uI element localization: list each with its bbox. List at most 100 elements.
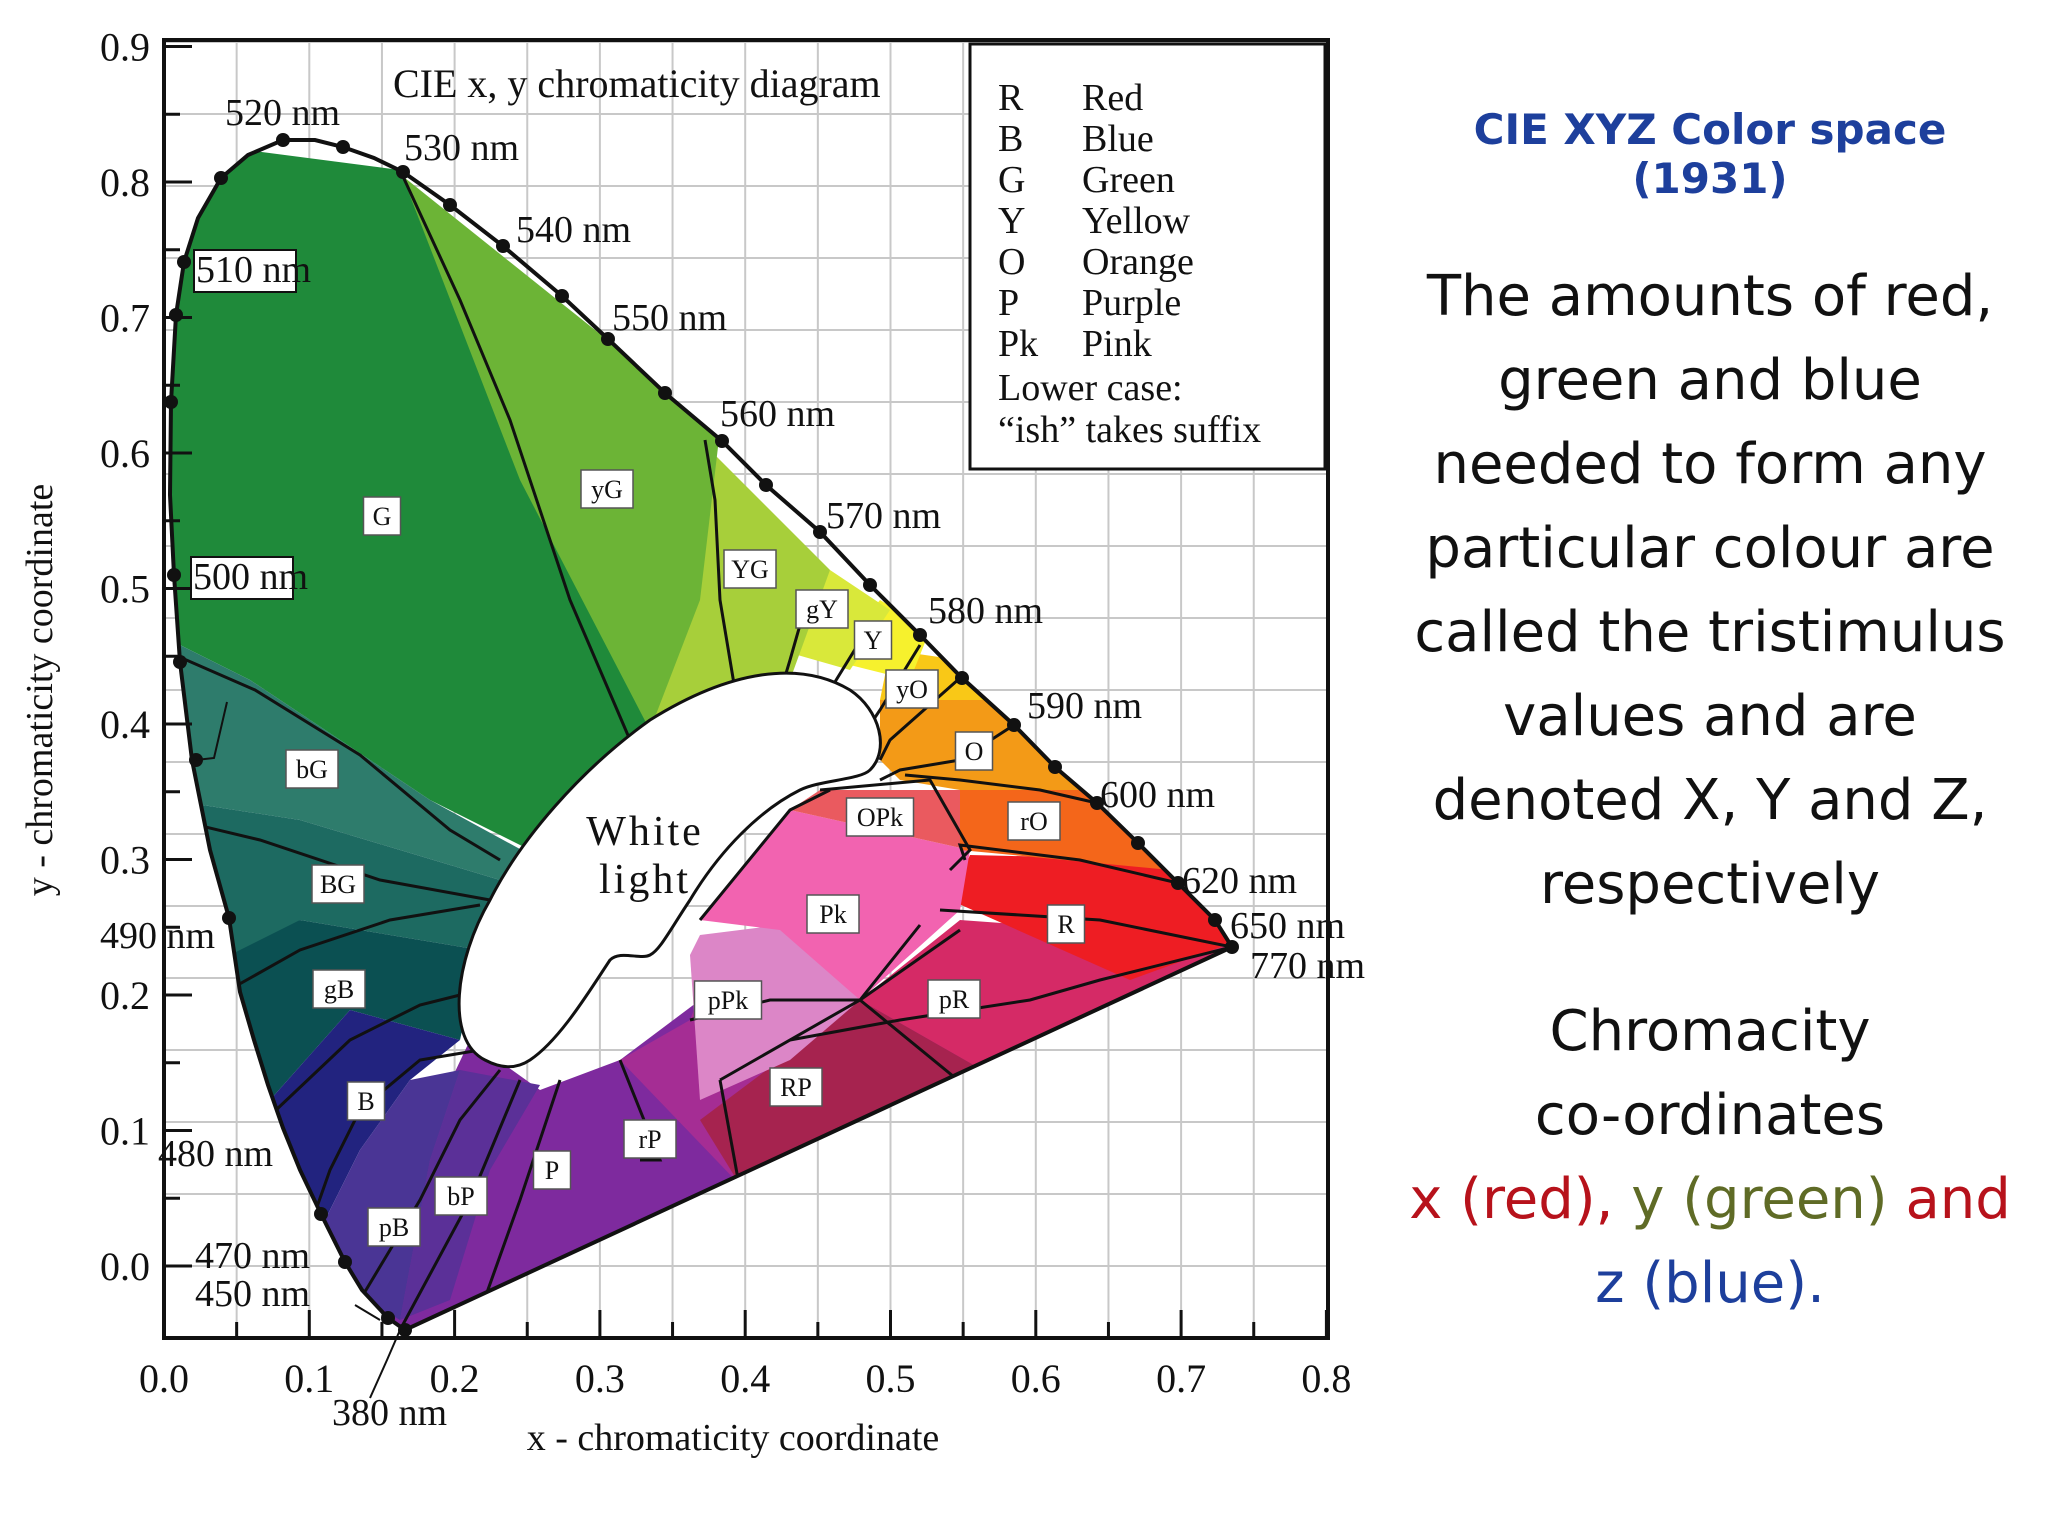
y-tick-label: 0.1 [100,1109,150,1154]
legend-code: O [998,241,1025,283]
region-label: rP [638,1125,661,1154]
color-region [690,925,860,1100]
region-border [170,816,491,902]
y-tick-label: 0.6 [100,431,150,476]
wavelength-markers [164,133,1239,1337]
wavelength-leader [354,1304,381,1321]
region-border [957,843,1179,885]
x-tick-label: 0.3 [575,1356,625,1401]
region-label: O [965,737,984,766]
region-label-box [285,749,339,789]
wavelength-dot [169,308,183,322]
region-label-box [346,1081,386,1121]
color-region [395,170,720,740]
wavelength-dot [338,1255,352,1269]
description-line: called the tristimulus [1414,600,2006,665]
wavelength-dot [496,239,510,253]
region-label-box [623,1119,677,1159]
region-label: Y [864,626,883,655]
region-labels: GyG YG gY YyO OrO R OPk Pk pR RP pPk rP PbP pB BgB BG bG [285,469,1086,1247]
region-label-box [1007,801,1061,841]
wavelength-dot [955,671,969,685]
region-label-box [853,620,893,660]
diagram-title: CIE x, y chromaticity diagram [393,61,881,106]
color-region [950,855,1232,980]
description-line: green and blue [1498,348,1922,413]
region-border [703,439,742,721]
region-label-box [311,864,365,904]
wavelength-label: 590 nm [1027,685,1142,727]
wavelength-dot [214,171,228,185]
wavelength-label: 380 nm [332,1392,447,1434]
wavelength-dot [1225,940,1239,954]
legend-name: Green [1082,159,1175,201]
region-label: BG [320,870,356,899]
region-label-box [723,549,777,589]
region-label-box [362,496,402,536]
wavelength-dot [1048,760,1062,774]
wavelength-labels: 520 nm 530 nm 540 nm 510 nm 550 nm 560 nm 570 … [100,92,1365,1434]
wavelength-label-box [190,556,294,600]
wavelength-label: 770 nm [1250,945,1365,987]
wavelength-dot [555,289,569,303]
legend-box [968,42,1327,471]
white-light-ellipse [457,671,882,1069]
wavelength-label: 470 nm [195,1235,310,1277]
z-blue-text: z (blue). [1595,1251,1825,1316]
region-label: YG [731,555,769,584]
wavelength-dot [177,255,191,269]
region-border [698,788,831,921]
color-region [170,140,655,850]
legend-code: Y [998,200,1025,242]
region-label: gY [806,595,838,624]
wavelength-dot [381,1311,395,1325]
legend-name: Pink [1082,323,1152,365]
white-light-region: White light [457,671,882,1069]
chroma-line-2: co-ordinates [1534,1083,1886,1148]
region-border [718,1079,742,1191]
wavelength-leader [195,701,228,761]
color-region [170,640,540,880]
legend-name: Purple [1082,282,1181,324]
x-tick-label: 0.2 [430,1356,480,1401]
wavelength-label: 520 nm [225,92,340,134]
region-label: B [357,1087,374,1116]
description-line: particular colour are [1425,516,1995,581]
region-label: R [1057,910,1075,939]
region-label: pR [939,985,970,1014]
y-tick-label: 0.4 [100,702,150,747]
wavelength-dot [813,525,827,539]
region-label-box [434,1176,488,1216]
wavelength-label: 560 nm [720,393,835,435]
legend-code: B [998,118,1023,160]
chroma-line-1: Chromacity [1549,999,1871,1064]
x-tick-label: 0.0 [139,1356,189,1401]
y-tick-label: 0.0 [100,1244,150,1289]
region-border [358,1069,502,1301]
region-border [819,778,972,872]
chromaticity-coordinates-note: Chromacity co-ordinates x (red), y (gree… [1395,990,2025,1326]
region-border [939,908,1232,949]
wavelength-label: 600 nm [1100,774,1215,816]
legend-code: R [998,77,1024,119]
white-light-label-1: White [586,809,704,855]
y-tick-labels: 0.0 0.1 0.2 0.3 0.4 0.5 0.6 0.7 0.8 0.9 [100,25,150,1290]
white-light-label-2: light [599,857,691,903]
legend-name: Red [1082,77,1143,119]
description-line: The amounts of red, [1426,264,1994,329]
description-line: needed to form any [1433,432,1987,497]
region-border [170,650,501,862]
region-border [274,988,481,1112]
wavelength-dot [398,1323,412,1337]
region-label-box [367,1207,421,1247]
x-red-text: x (red), [1409,1167,1614,1232]
description-line: values and are [1503,684,1917,749]
region-label: bG [296,755,328,784]
wavelength-dot [276,133,290,147]
region-label: pPk [708,986,748,1015]
wavelength-dot [443,198,457,212]
wavelength-leader [369,1329,401,1399]
description-line: denoted X, Y and Z, [1432,768,1988,833]
region-border [789,945,1232,1042]
region-label-box [769,1067,823,1107]
